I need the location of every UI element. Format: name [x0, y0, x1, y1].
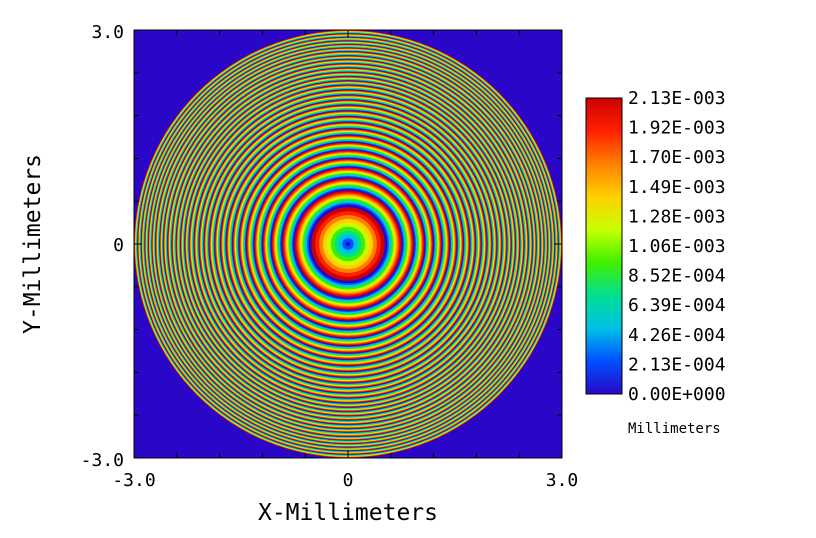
- colorbar: [585, 97, 623, 395]
- y-axis-title: Y-Millimeters: [20, 154, 46, 334]
- colorbar-labels: 2.13E-003 1.92E-003 1.70E-003 1.49E-003 1.28…: [628, 88, 726, 405]
- y-tick-label: 0: [113, 235, 124, 256]
- x-tick-label: -3.0: [112, 470, 155, 491]
- colorbar-tick-label: 6.39E-004: [628, 295, 726, 316]
- colorbar-tick-label: 1.06E-003: [628, 236, 726, 257]
- colorbar-tick-label: 2.13E-004: [628, 354, 726, 375]
- colorbar-tick-label: 1.49E-003: [628, 177, 726, 198]
- colorbar-tick-label: 1.92E-003: [628, 118, 726, 139]
- colorbar-tick-label: 2.13E-003: [628, 88, 726, 109]
- colorbar-tick-label: 0.00E+000: [628, 384, 726, 405]
- colorbar-tick-label: 4.26E-004: [628, 325, 726, 346]
- fringe-center: [346, 242, 350, 246]
- x-axis-title: X-Millimeters: [258, 500, 438, 526]
- y-tick-label: -3.0: [81, 450, 124, 471]
- colorbar-tick-label: 8.52E-004: [628, 266, 726, 287]
- y-tick-label: 3.0: [91, 22, 124, 43]
- colorbar-tick-label: 1.70E-003: [628, 147, 726, 168]
- colorbar-unit: Millimeters: [628, 421, 721, 437]
- x-tick-label: 0: [343, 470, 354, 491]
- fringe-pattern: [134, 30, 562, 458]
- x-tick-label: 3.0: [546, 470, 579, 491]
- colorbar-tick-label: 1.28E-003: [628, 206, 726, 227]
